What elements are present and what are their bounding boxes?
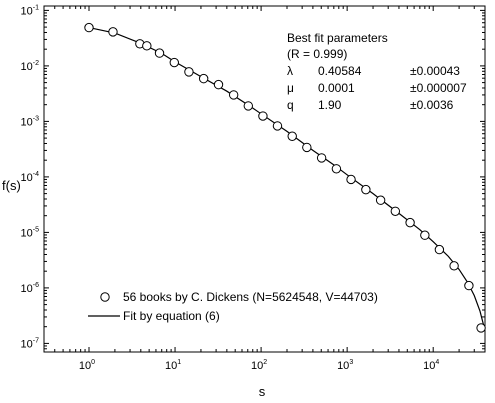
x-tick-label: 102 bbox=[251, 359, 267, 372]
data-point bbox=[287, 131, 297, 141]
data-point bbox=[316, 153, 327, 163]
data-point bbox=[213, 79, 224, 90]
params-rows: λ 0.40584 ±0.00043 μ 0.0001 ±0.000007 q 1.90 ±0.… bbox=[287, 64, 467, 112]
param-error: ±0.000007 bbox=[410, 81, 467, 95]
param-value: 0.40584 bbox=[318, 64, 362, 78]
x-tick-label: 101 bbox=[165, 359, 181, 372]
param-error: ±0.00043 bbox=[410, 64, 460, 78]
data-point bbox=[184, 67, 194, 77]
y-tick-label: 10-1 bbox=[21, 4, 40, 17]
legend-fit-label: Fit by equation (6) bbox=[123, 309, 220, 323]
data-point bbox=[375, 195, 386, 205]
data-point bbox=[476, 323, 486, 333]
y-tick-label: 10-7 bbox=[21, 337, 40, 350]
x-tick-label: 103 bbox=[337, 359, 353, 372]
param-value: 1.90 bbox=[318, 98, 342, 112]
fit-line bbox=[88, 27, 486, 331]
params-title: Best fit parameters bbox=[287, 31, 388, 45]
x-axis-label: s bbox=[259, 384, 266, 399]
param-symbol: μ bbox=[287, 81, 294, 95]
y-tick-label: 10-3 bbox=[21, 115, 40, 128]
data-point bbox=[390, 206, 401, 216]
data-point bbox=[169, 57, 179, 68]
data-point bbox=[346, 174, 356, 185]
legend-circle-marker bbox=[100, 292, 110, 302]
data-point bbox=[361, 184, 371, 195]
y-tick-label: 10-2 bbox=[21, 60, 40, 73]
fit-parameters-box: Best fit parameters (R = 0.999) λ 0.40584… bbox=[287, 31, 467, 112]
data-point bbox=[258, 111, 268, 121]
data-point bbox=[449, 261, 459, 271]
y-tick-label: 10-4 bbox=[21, 171, 40, 184]
data-point bbox=[420, 230, 430, 240]
data-point bbox=[405, 217, 415, 228]
data-point bbox=[464, 280, 474, 291]
data-point bbox=[302, 142, 312, 153]
x-tick-labels: 100 101 102 103 104 bbox=[79, 359, 439, 372]
y-axis-label: f(s) bbox=[2, 178, 21, 193]
data-point bbox=[272, 121, 283, 131]
data-point bbox=[331, 164, 342, 174]
legend: 56 books by C. Dickens (N=5624548, V=447… bbox=[88, 290, 378, 323]
data-point bbox=[142, 41, 152, 51]
y-tick-label: 10-6 bbox=[21, 282, 40, 295]
y-tick-label: 10-5 bbox=[21, 226, 40, 239]
axis-ticks bbox=[43, 6, 486, 353]
param-symbol: λ bbox=[287, 64, 293, 78]
param-symbol: q bbox=[287, 98, 294, 112]
param-value: 0.0001 bbox=[318, 81, 355, 95]
data-point bbox=[84, 22, 94, 33]
data-point bbox=[198, 73, 209, 84]
param-error: ±0.0036 bbox=[410, 98, 454, 112]
data-points bbox=[84, 22, 486, 333]
data-point bbox=[154, 48, 165, 58]
legend-series-label: 56 books by C. Dickens (N=5624548, V=447… bbox=[123, 290, 378, 304]
data-point bbox=[434, 244, 445, 255]
data-point bbox=[243, 101, 253, 111]
data-point bbox=[228, 90, 239, 100]
x-tick-label: 104 bbox=[423, 359, 439, 372]
y-tick-labels: 10-1 10-2 10-3 10-4 10-5 10-6 10-7 bbox=[21, 4, 40, 350]
data-point bbox=[108, 27, 118, 37]
params-r-value: (R = 0.999) bbox=[287, 47, 347, 61]
x-tick-label: 100 bbox=[79, 359, 95, 372]
